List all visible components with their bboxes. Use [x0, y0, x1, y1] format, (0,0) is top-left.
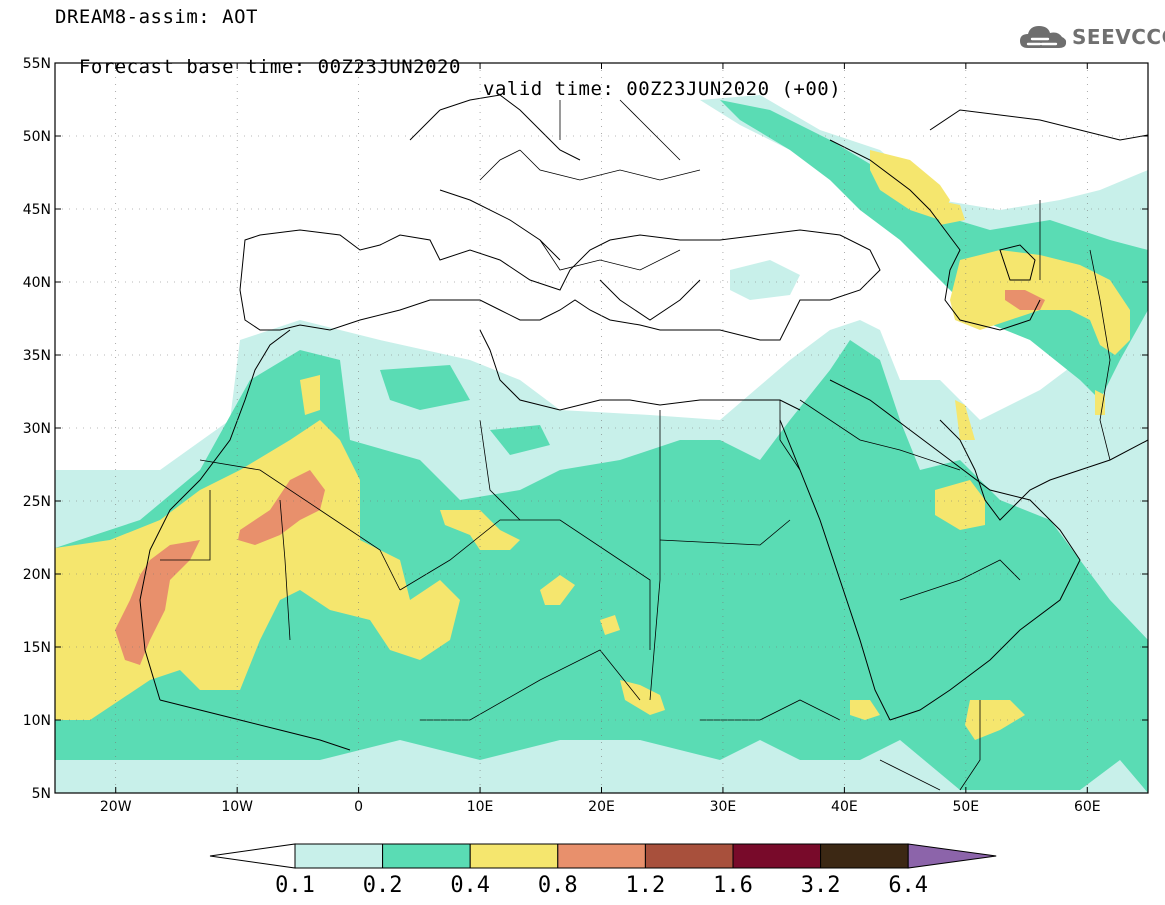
- lon-tick-label: 0: [354, 799, 363, 815]
- lon-tick-label: 60E: [1074, 799, 1101, 815]
- colorbar-below-arrow: [209, 843, 296, 869]
- lat-tick-label: 50N: [23, 129, 51, 145]
- colorbar-bin: [557, 843, 646, 869]
- colorbar-level-label: 1.2: [626, 873, 666, 898]
- lon-tick-label: 20W: [100, 799, 132, 815]
- colorbar-level-label: 1.6: [713, 873, 753, 898]
- lat-tick-label: 30N: [23, 421, 51, 437]
- colorbar-bin: [644, 843, 734, 869]
- lat-tick-label: 20N: [23, 567, 51, 583]
- cloud-icon: [1020, 26, 1067, 48]
- colorbar-level-label: 3.2: [801, 873, 841, 898]
- lat-tick-label: 10N: [23, 713, 51, 729]
- colorbar-bin: [382, 843, 471, 869]
- coastlines: [139, 94, 1148, 751]
- colorbar-bin: [732, 843, 822, 869]
- aot-field: [55, 95, 1148, 793]
- colorbar-level-label: 6.4: [888, 873, 928, 898]
- logo-text: SEEVCCC: [1072, 25, 1165, 49]
- axis-tick-labels: 20W 10W 0 10E 20E 30E 40E 50E 60E 5N 10N 15N 20N 25N 3…: [23, 56, 1101, 815]
- colorbar-bin: [469, 843, 559, 869]
- map-subtitle: Forecast base time: 00Z23JUN2020 valid t…: [55, 34, 841, 100]
- map-title: DREAM8-assim: AOT: [55, 6, 258, 28]
- country-borders: [160, 99, 1111, 791]
- valid-time: valid time: 00Z23JUN2020 (+00): [483, 78, 842, 100]
- colorbar-level-label: 0.2: [363, 873, 403, 898]
- lat-tick-label: 5N: [32, 786, 51, 802]
- lat-tick-label: 25N: [23, 494, 51, 510]
- colorbar-level-label: 0.8: [538, 873, 578, 898]
- colorbar-level-label: 0.1: [275, 873, 315, 898]
- lon-tick-label: 20E: [588, 799, 615, 815]
- colorbar-above-arrow: [907, 843, 997, 869]
- lon-tick-label: 30E: [710, 799, 737, 815]
- base-time: Forecast base time: 00Z23JUN2020: [78, 56, 461, 78]
- colorbar-bin: [820, 843, 909, 869]
- lat-tick-label: 15N: [23, 640, 51, 656]
- lat-tick-label: 55N: [23, 56, 51, 72]
- lon-tick-label: 10W: [221, 799, 253, 815]
- lat-tick-label: 35N: [23, 348, 51, 364]
- axis-ticks: [55, 62, 1148, 794]
- aot-band-0.8: [115, 290, 1045, 665]
- lat-tick-label: 40N: [23, 275, 51, 291]
- lat-tick-label: 45N: [23, 202, 51, 218]
- seevccc-logo: SEEVCCC: [1018, 22, 1165, 52]
- lon-tick-label: 10E: [467, 799, 494, 815]
- lon-tick-label: 40E: [831, 799, 858, 815]
- lon-tick-label: 50E: [952, 799, 979, 815]
- colorbar-level-label: 0.4: [450, 873, 490, 898]
- colorbar: 0.1 0.2 0.4 0.8 1.2 1.6 3.2 6.4: [209, 843, 997, 898]
- colorbar-bin: [294, 843, 384, 869]
